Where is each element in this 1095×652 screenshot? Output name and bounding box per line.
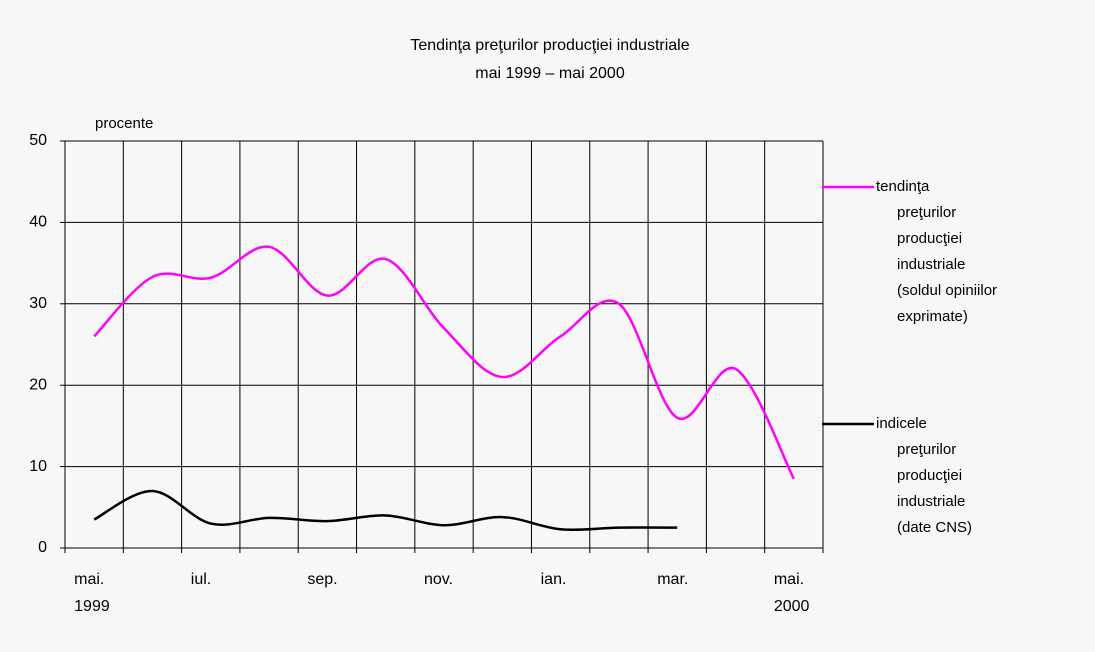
y-tick-label: 40 [29, 214, 47, 231]
y-tick-label: 10 [29, 458, 47, 475]
series-line [93, 245, 795, 480]
legend-label: indicele preţurilor producţiei industriale(… [876, 415, 972, 536]
x-tick-label: iul. [191, 571, 211, 588]
x-tick-label: nov. [424, 571, 453, 588]
x-tick-label: mai. 2000 [774, 571, 810, 615]
y-tick-label: 30 [29, 295, 47, 312]
y-tick-label: 20 [29, 376, 47, 393]
x-tick-label: mar. [657, 571, 688, 588]
legend-label: tendinţa preţurilor producţiei industriale(… [876, 178, 997, 325]
y-tick-label: 50 [29, 132, 47, 149]
y-axis-label: procente [95, 115, 153, 132]
x-tick-label: ian. [541, 571, 567, 588]
x-tick-label: sep. [307, 571, 337, 588]
chart-subtitle: mai 1999 – mai 2000 [475, 65, 625, 82]
series-line [93, 489, 678, 532]
y-tick-label: 0 [38, 539, 47, 556]
x-tick-label: mai. 1999 [74, 571, 110, 615]
chart-title: Tendinţa preţurilor producţiei industria… [410, 37, 689, 54]
